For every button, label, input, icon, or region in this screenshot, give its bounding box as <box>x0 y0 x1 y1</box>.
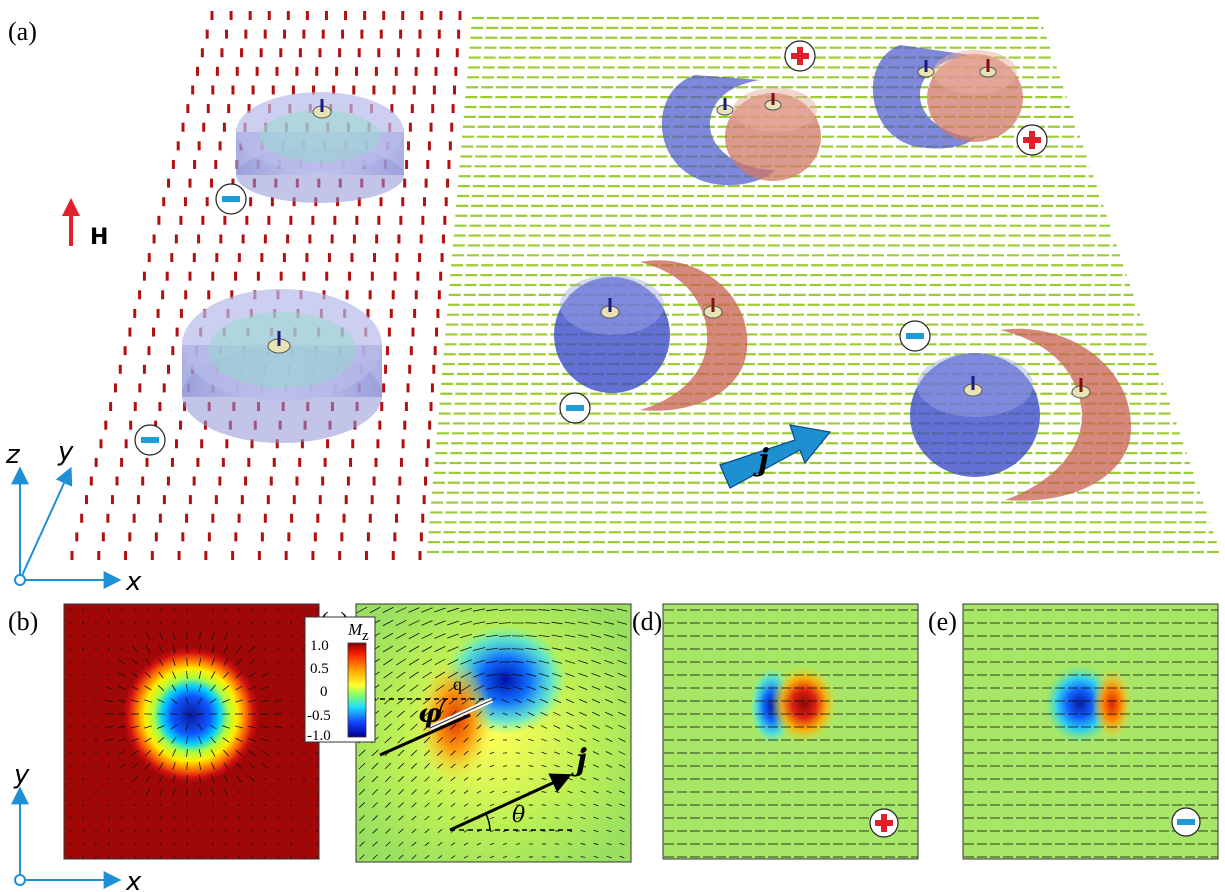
bimeron-pair-1 <box>661 75 821 186</box>
red-spin-lattice <box>70 11 462 560</box>
panel-d-map <box>662 603 919 860</box>
bimeron-pair-3 <box>554 260 748 411</box>
charge-badge-minus-4 <box>899 320 931 352</box>
axis-x-label: x <box>125 567 142 597</box>
charge-badge-plus-2 <box>1016 124 1048 156</box>
bimeron-pair-4 <box>910 328 1131 501</box>
axes-3d: z y x <box>5 437 142 597</box>
colorbar-tick-5: -1.0 <box>307 728 331 744</box>
field-h-label: H <box>90 225 108 250</box>
vector-q-label: q <box>453 674 462 694</box>
panel-label-e: (e) <box>928 607 957 636</box>
panel-c-map: φ q θ j <box>355 603 632 863</box>
panel-e-map <box>962 603 1219 860</box>
axis-x2-label: x <box>125 867 142 892</box>
charge-badge-plus-1 <box>784 40 816 72</box>
axis-y2-label: y <box>13 760 30 790</box>
angle-phi-label: φ <box>418 699 442 729</box>
colorbar-title: M <box>347 620 363 639</box>
charge-badge-minus-3 <box>559 392 591 424</box>
field-h-indicator: H <box>62 198 108 250</box>
axes-2d: y x <box>11 760 142 892</box>
current-arrow: j <box>719 424 832 489</box>
bimeron-pair-2 <box>872 45 1023 149</box>
skyrmion-cylinder-bottom <box>182 289 382 443</box>
colorbar: M z 1.0 0.5 0 -0.5 -1.0 <box>304 616 376 744</box>
panel-b-map <box>63 603 320 860</box>
colorbar-title-sub: z <box>362 628 369 644</box>
axis-y-label: y <box>57 437 74 467</box>
colorbar-tick-4: -0.5 <box>307 708 331 724</box>
colorbar-tick-3: 0 <box>320 684 328 700</box>
panel-label-b: (b) <box>8 607 38 636</box>
colorbar-tick-2: 0.5 <box>310 661 329 677</box>
axis-z-label: z <box>5 440 21 470</box>
panel-label-d: (d) <box>632 607 662 636</box>
panel-label-a: (a) <box>8 17 37 46</box>
skyrmion-cylinder-top <box>236 92 404 203</box>
charge-badge-minus-1 <box>215 183 247 215</box>
angle-theta-label: θ <box>512 803 525 828</box>
colorbar-tick-1: 1.0 <box>310 638 329 654</box>
charge-badge-minus-2 <box>134 424 166 456</box>
